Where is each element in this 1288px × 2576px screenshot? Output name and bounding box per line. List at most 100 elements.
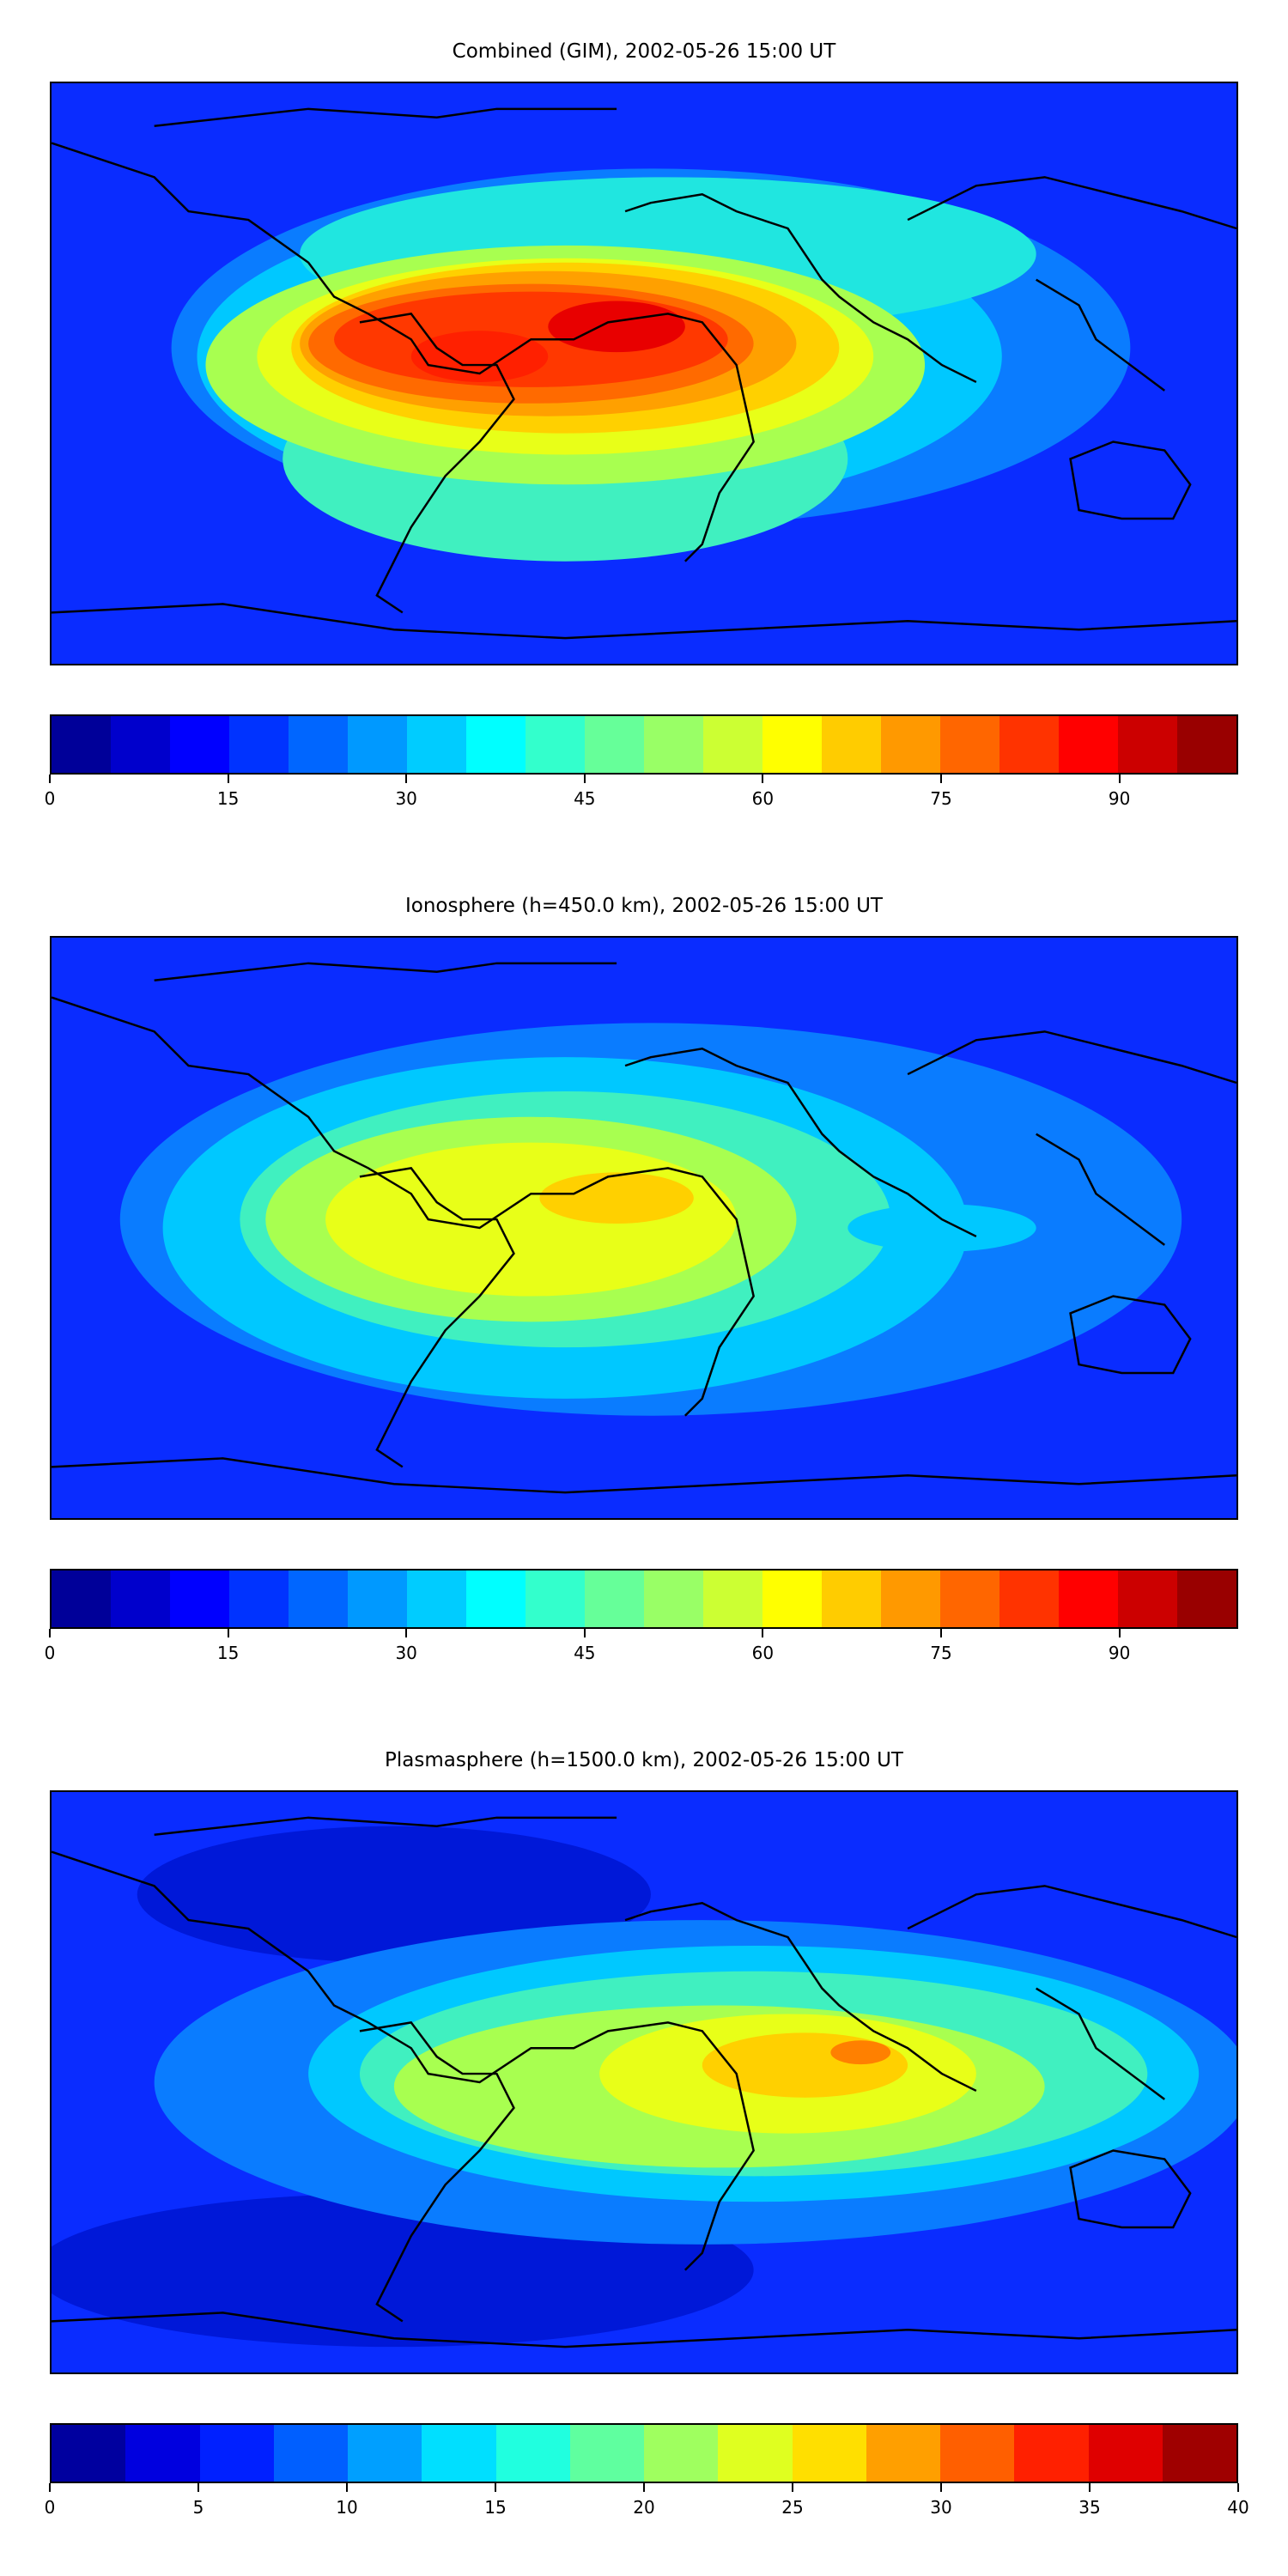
tec-map-combined <box>50 82 1238 665</box>
colorbar-segment <box>348 1571 407 1627</box>
colorbar-segment <box>170 716 229 773</box>
colorbar-segment <box>644 2425 719 2482</box>
colorbar-segment <box>999 1571 1059 1627</box>
colorbar-segment <box>585 1571 644 1627</box>
tick-mark <box>1118 1629 1121 1637</box>
tick-label: 30 <box>930 2497 952 2518</box>
tec-map-plasmasphere <box>50 1790 1238 2374</box>
tick-label: 15 <box>484 2497 507 2518</box>
tick-label: 15 <box>216 1643 240 1663</box>
tec-low-north <box>137 1826 651 1963</box>
colorbar <box>50 2423 1238 2483</box>
colorbar <box>50 1569 1238 1629</box>
colorbar-segment <box>940 716 999 773</box>
colorbar-segment <box>762 716 822 773</box>
colorbar-segment <box>1059 1571 1118 1627</box>
tick-mark <box>405 1629 408 1637</box>
tick-mark <box>197 2483 199 2492</box>
colorbar-segment <box>526 716 585 773</box>
tick-label: 25 <box>781 2497 804 2518</box>
colorbar-segment <box>940 2425 1015 2482</box>
colorbar-segment <box>569 2425 644 2482</box>
tick-label: 75 <box>930 1643 952 1663</box>
panel-title: Ionosphere (h=450.0 km), 2002-05-26 15:0… <box>405 895 883 917</box>
tick-mark <box>940 2483 942 2492</box>
colorbar-segment <box>466 716 526 773</box>
tick-mark <box>49 1629 51 1637</box>
tick-label: 75 <box>930 788 952 809</box>
colorbar-segment <box>289 716 348 773</box>
colorbar-segment <box>229 716 289 773</box>
colorbar-segment <box>999 716 1059 773</box>
colorbar-segment <box>526 1571 585 1627</box>
colorbar-segment <box>1118 716 1177 773</box>
colorbar-segment <box>1162 2425 1236 2482</box>
colorbar-segment <box>718 2425 793 2482</box>
tick-label: 0 <box>44 1643 56 1663</box>
colorbar-ticks: 0 5 10 15 20 25 30 35 40 <box>45 2483 1249 2526</box>
colorbar-segment <box>229 1571 289 1627</box>
tec-peak-2 <box>410 331 549 382</box>
colorbar-segment <box>881 716 940 773</box>
colorbar-segment <box>703 1571 762 1627</box>
tick-label: 30 <box>395 788 417 809</box>
colorbar-segment <box>111 716 170 773</box>
tick-mark <box>346 2483 348 2492</box>
colorbar-segment <box>940 1571 999 1627</box>
tick-mark <box>227 775 229 783</box>
tec-peak <box>548 301 685 353</box>
colorbar-segment <box>762 1571 822 1627</box>
colorbar-segment <box>422 2425 496 2482</box>
tick-mark <box>762 775 764 783</box>
colorbar-segment <box>348 716 407 773</box>
tick-mark <box>1089 2483 1091 2492</box>
colorbar-segment <box>407 716 466 773</box>
tec-map-ionosphere <box>50 936 1238 1520</box>
colorbar-segment <box>170 1571 229 1627</box>
colorbar <box>50 714 1238 775</box>
colorbar-segment <box>1059 716 1118 773</box>
tick-label: 60 <box>751 788 775 809</box>
tick-label: 45 <box>574 1643 596 1663</box>
tick-label: 30 <box>395 1643 417 1663</box>
tick-label: 5 <box>192 2497 204 2518</box>
colorbar-segment <box>52 2425 126 2482</box>
colorbar-segment <box>1014 2425 1089 2482</box>
colorbar-segment <box>1118 1571 1177 1627</box>
colorbar-segment <box>1177 1571 1236 1627</box>
tick-label: 90 <box>1108 788 1131 809</box>
colorbar-segment <box>644 716 703 773</box>
colorbar-segment <box>1088 2425 1163 2482</box>
tick-mark <box>49 775 51 783</box>
tick-mark <box>495 2483 496 2492</box>
tick-mark <box>49 2483 51 2492</box>
colorbar-segment <box>866 2425 940 2482</box>
colorbar-segment <box>52 1571 111 1627</box>
tick-label: 10 <box>336 2497 358 2518</box>
colorbar-segment <box>822 1571 881 1627</box>
colorbar-segment <box>125 2425 200 2482</box>
colorbar-segment <box>52 716 111 773</box>
coastlines <box>52 962 1236 1494</box>
colorbar-segment <box>644 1571 703 1627</box>
tick-mark <box>940 775 942 783</box>
colorbar-segment <box>273 2425 348 2482</box>
tick-mark <box>227 1629 229 1637</box>
tec-contour-60 <box>325 1142 737 1297</box>
tick-label: 0 <box>44 788 56 809</box>
tick-label: 15 <box>216 788 240 809</box>
colorbar-segment <box>822 716 881 773</box>
tick-mark <box>583 1629 586 1637</box>
tick-mark <box>762 1629 764 1637</box>
colorbar-segment <box>111 1571 170 1627</box>
panel-title: Plasmasphere (h=1500.0 km), 2002-05-26 1… <box>385 1749 903 1771</box>
colorbar-segment <box>199 2425 274 2482</box>
tick-label: 20 <box>633 2497 655 2518</box>
colorbar-segment <box>289 1571 348 1627</box>
coastlines <box>52 107 1236 640</box>
colorbar-segment <box>348 2425 422 2482</box>
colorbar-segment <box>585 716 644 773</box>
colorbar-ticks: 0 15 30 45 60 75 90 <box>45 775 1238 817</box>
panel-title: Combined (GIM), 2002-05-26 15:00 UT <box>452 40 836 63</box>
tick-label: 60 <box>751 1643 775 1663</box>
